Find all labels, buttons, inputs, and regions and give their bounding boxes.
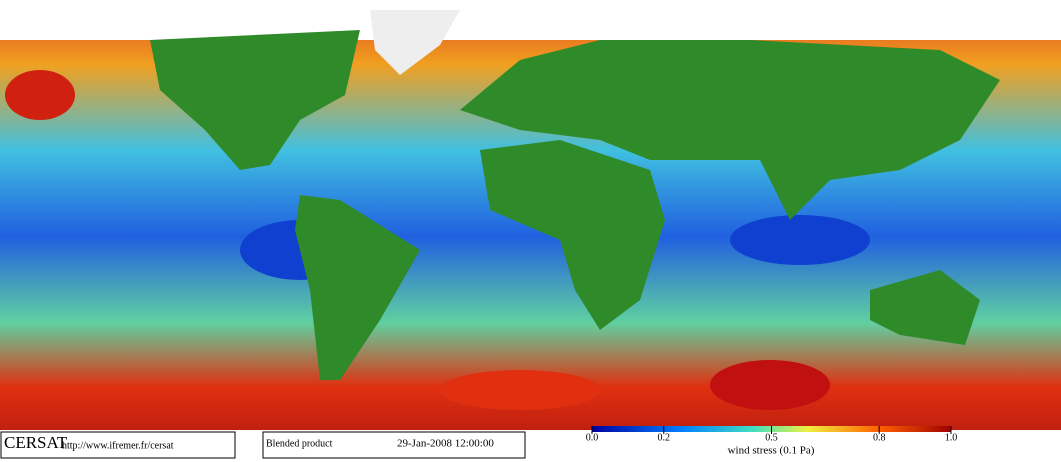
storm [710, 360, 830, 410]
storm [440, 370, 600, 410]
land [150, 10, 1000, 380]
polar-region [0, 0, 1061, 40]
logo: CERSAT [4, 433, 68, 452]
logo-box [0, 431, 236, 459]
storm [5, 70, 75, 120]
colorbar-tick-label: 0.5 [765, 432, 778, 443]
colorbar-label: wind stress (0.1 Pa) [728, 445, 815, 457]
map [0, 0, 1061, 430]
colorbar-tick-label: 1.0 [945, 432, 958, 443]
url: http://www.ifremer.fr/cersat [62, 440, 174, 451]
info-box [262, 431, 526, 459]
colorbar-tick-label: 0.2 [658, 432, 671, 443]
product: Blended product [266, 438, 333, 449]
colorbar-tick-label: 0.0 [586, 432, 599, 443]
date: 29-Jan-2008 12:00:00 [397, 438, 494, 450]
colorbar-tick-label: 0.8 [873, 432, 886, 443]
calm-zone [730, 215, 870, 265]
